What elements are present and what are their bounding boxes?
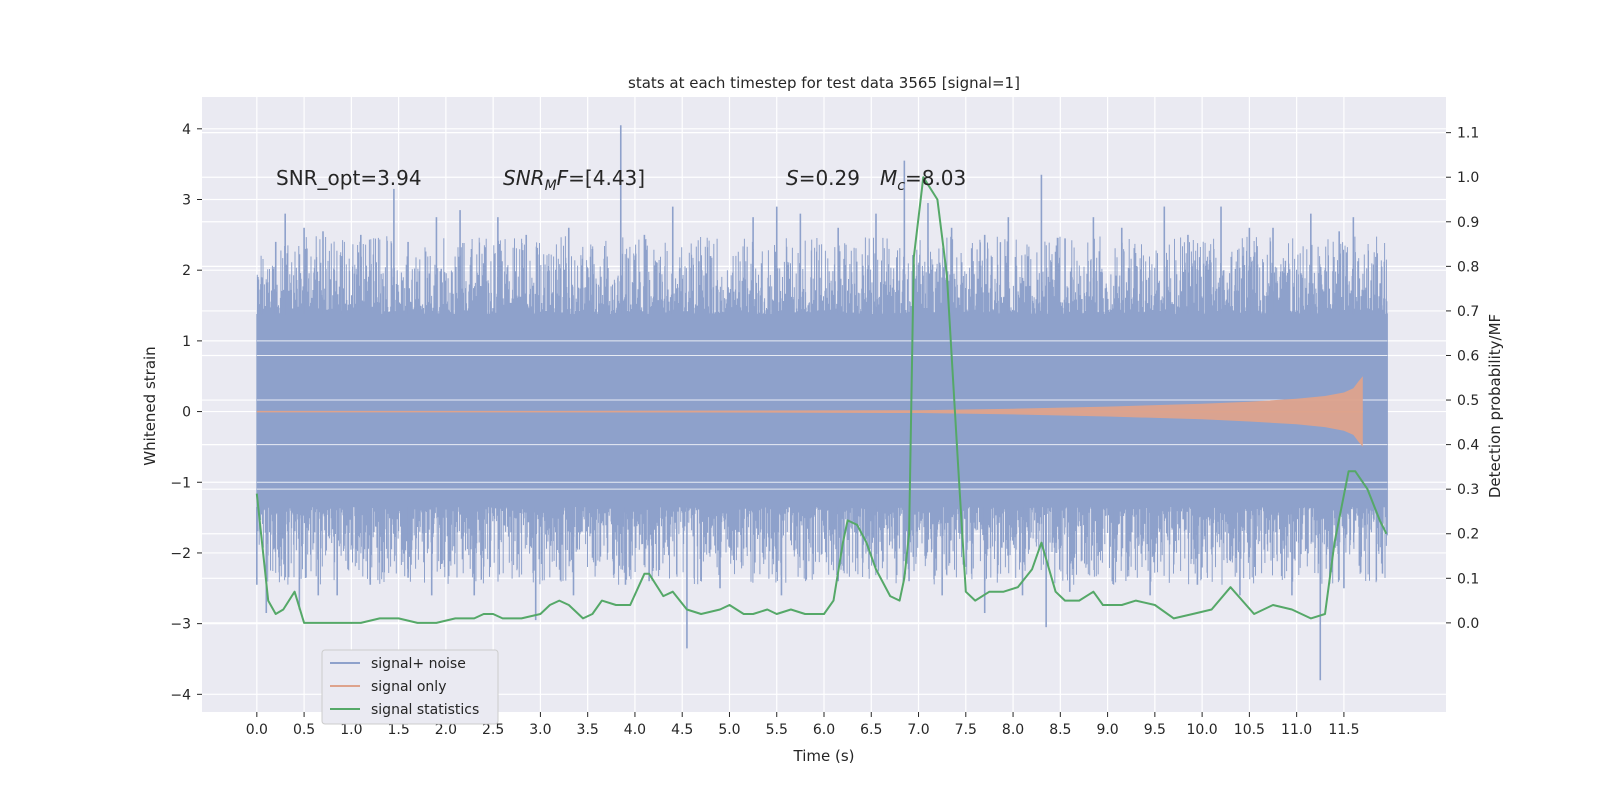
- legend-label-signal-only: signal only: [371, 679, 446, 695]
- y-tick-label: 2: [182, 263, 191, 279]
- x-axis-label: Time (s): [793, 747, 855, 765]
- y2-tick-label: 0.8: [1457, 259, 1479, 275]
- annotation-snr-opt: SNR_opt=3.94: [276, 166, 422, 190]
- x-tick-label: 7.0: [907, 722, 929, 738]
- y2-tick-label: 0.4: [1457, 438, 1479, 454]
- annotation-s-value: =0.29: [799, 166, 860, 190]
- y2-tick-label: 0.5: [1457, 393, 1479, 409]
- y2-tick-label: 1.0: [1457, 170, 1479, 186]
- x-tick-label: 8.0: [1002, 722, 1024, 738]
- x-tick-label: 10.0: [1187, 722, 1218, 738]
- x-tick-label: 1.5: [387, 722, 409, 738]
- x-tick-label: 2.0: [435, 722, 457, 738]
- x-tick-label: 6.5: [860, 722, 882, 738]
- y-tick-label: 4: [182, 122, 191, 138]
- annotation-mc-sub: c: [897, 178, 905, 194]
- legend-label-signal-noise: signal+ noise: [371, 656, 466, 672]
- x-tick-label: 7.5: [955, 722, 977, 738]
- annotation-s: S=0.29: [786, 166, 860, 190]
- x-tick-label: 5.5: [766, 722, 788, 738]
- y-tick-label: −3: [170, 617, 191, 633]
- y2-tick-label: 0.0: [1457, 616, 1479, 632]
- y-axis-label: Whitened strain: [141, 346, 159, 465]
- annotation-mc-var: M: [880, 166, 897, 190]
- x-tick-label: 11.0: [1281, 722, 1312, 738]
- series-signal-only: [256, 376, 1363, 447]
- x-tick-label: 0.5: [293, 722, 315, 738]
- x-axis-ticks: 0.0 0.5 1.0 1.5 2.0 2.5 3.0 3.5 4.0 4.5 5.0 5.5 6.0 6…: [246, 712, 1359, 738]
- y2-tick-label: 0.3: [1457, 482, 1479, 498]
- x-tick-label: 4.0: [624, 722, 646, 738]
- y-tick-label: −2: [170, 546, 191, 562]
- x-tick-label: 0.0: [246, 722, 268, 738]
- y2-axis-ticks: 1.1 1.0 0.9 0.8 0.7 0.6 0.5 0.4 0.3 0.2 0.1 0.0: [1446, 126, 1479, 632]
- annotation-snr-mf-sub: M: [545, 178, 557, 194]
- statistics-line: [255, 176, 1388, 624]
- y-tick-label: 3: [182, 193, 191, 209]
- x-tick-label: 3.5: [577, 722, 599, 738]
- x-tick-label: 5.0: [718, 722, 740, 738]
- x-tick-label: 9.5: [1144, 722, 1166, 738]
- legend-box: [321, 649, 499, 725]
- y2-tick-label: 1.1: [1457, 126, 1479, 142]
- y2-tick-label: 0.2: [1457, 527, 1479, 543]
- series-signal-statistics: [255, 176, 1388, 624]
- annotation-snr-mf-var: SNR: [503, 166, 545, 190]
- annotation-mc: Mc=8.03: [880, 166, 966, 194]
- y-tick-label: −4: [170, 687, 191, 703]
- x-tick-label: 10.5: [1234, 722, 1265, 738]
- y2-tick-label: 0.1: [1457, 571, 1479, 587]
- x-tick-label: 11.5: [1328, 722, 1359, 738]
- annotation-snr-mf-value: =[4.43]: [568, 166, 645, 190]
- y-tick-label: −1: [170, 475, 191, 491]
- x-tick-label: 3.0: [529, 722, 551, 738]
- x-tick-label: 2.5: [482, 722, 504, 738]
- x-tick-label: 4.5: [671, 722, 693, 738]
- y-axis-ticks: 4 3 2 1 0 −1 −2 −3 −4: [170, 122, 202, 703]
- x-tick-label: 1.0: [340, 722, 362, 738]
- legend-label-signal-statistics: signal statistics: [371, 702, 479, 718]
- y2-tick-label: 0.7: [1457, 304, 1479, 320]
- chart-title: stats at each timestep for test data 356…: [628, 74, 1020, 92]
- y2-tick-label: 0.9: [1457, 215, 1479, 231]
- x-tick-label: 6.0: [813, 722, 835, 738]
- annotation-s-var: S: [786, 166, 799, 190]
- annotation-mc-value: =8.03: [905, 166, 966, 190]
- y2-axis-label: Detection probability/MF: [1486, 314, 1504, 498]
- y-tick-label: 0: [182, 405, 191, 421]
- legend: signal+ noise signal only signal statist…: [321, 649, 499, 725]
- x-tick-label: 9.0: [1096, 722, 1118, 738]
- y-tick-label: 1: [182, 334, 191, 350]
- x-tick-label: 8.5: [1049, 722, 1071, 738]
- annotation-snr-mf: SNRMF=[4.43]: [503, 166, 645, 194]
- annotation-snr-mf-var2: F: [557, 166, 569, 190]
- y2-tick-label: 0.6: [1457, 348, 1479, 364]
